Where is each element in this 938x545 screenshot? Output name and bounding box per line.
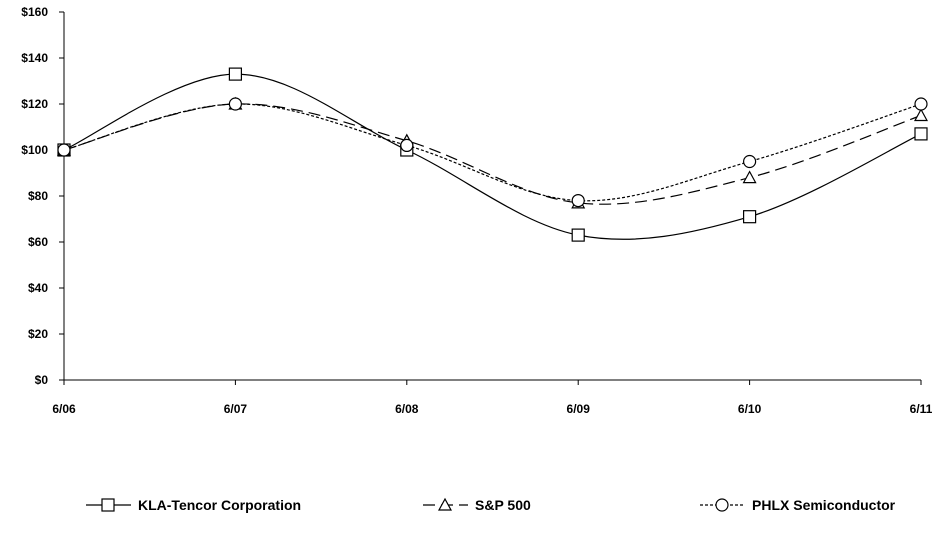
y-tick-label: $160 bbox=[21, 5, 48, 19]
series-line-2 bbox=[63, 103, 922, 205]
data-point-circle bbox=[400, 138, 414, 152]
legend-label: PHLX Semiconductor bbox=[752, 497, 896, 513]
y-tick-label: $120 bbox=[21, 97, 48, 111]
data-point-square bbox=[571, 228, 585, 242]
legend-marker-triangle bbox=[437, 497, 453, 511]
x-tick-label: 6/08 bbox=[395, 402, 419, 416]
y-tick-label: $80 bbox=[28, 189, 48, 203]
data-point-circle bbox=[228, 97, 242, 111]
x-tick-label: 6/09 bbox=[567, 402, 591, 416]
data-point-circle bbox=[914, 97, 928, 111]
data-point-circle bbox=[742, 154, 757, 169]
y-tick-label: $40 bbox=[28, 281, 48, 295]
legend-label: KLA-Tencor Corporation bbox=[138, 497, 301, 513]
legend: KLA-Tencor Corporation S&P 500 PHLX Semico… bbox=[86, 497, 896, 513]
data-point-circle bbox=[571, 194, 585, 208]
series-markers bbox=[56, 67, 929, 242]
axes bbox=[59, 11, 922, 385]
y-tick-label: $0 bbox=[35, 373, 49, 387]
y-tick-label: $140 bbox=[21, 51, 48, 65]
x-tick-label: 6/10 bbox=[738, 402, 762, 416]
data-point-square bbox=[228, 67, 242, 81]
tick-labels: $0 $20 $40 $60 $80 $100 $120 $140 $160 6/06 6/07 6/… bbox=[21, 5, 932, 416]
data-point-square bbox=[742, 210, 757, 224]
data-point-triangle bbox=[913, 108, 929, 122]
y-tick-label: $20 bbox=[28, 327, 48, 341]
x-tick-label: 6/06 bbox=[52, 402, 76, 416]
data-point-square bbox=[914, 127, 928, 141]
y-tick-label: $100 bbox=[21, 143, 48, 157]
series-line-3 bbox=[63, 103, 922, 202]
data-point-circle bbox=[57, 143, 71, 157]
legend-label: S&P 500 bbox=[475, 497, 531, 513]
x-tick-label: 6/11 bbox=[910, 402, 933, 416]
data-point-triangle bbox=[742, 170, 757, 184]
series-line-1 bbox=[63, 73, 922, 240]
legend-marker-circle bbox=[715, 498, 729, 512]
x-tick-label: 6/07 bbox=[224, 402, 248, 416]
series-lines bbox=[63, 73, 922, 240]
legend-marker-square bbox=[101, 498, 115, 512]
y-tick-label: $60 bbox=[28, 235, 48, 249]
